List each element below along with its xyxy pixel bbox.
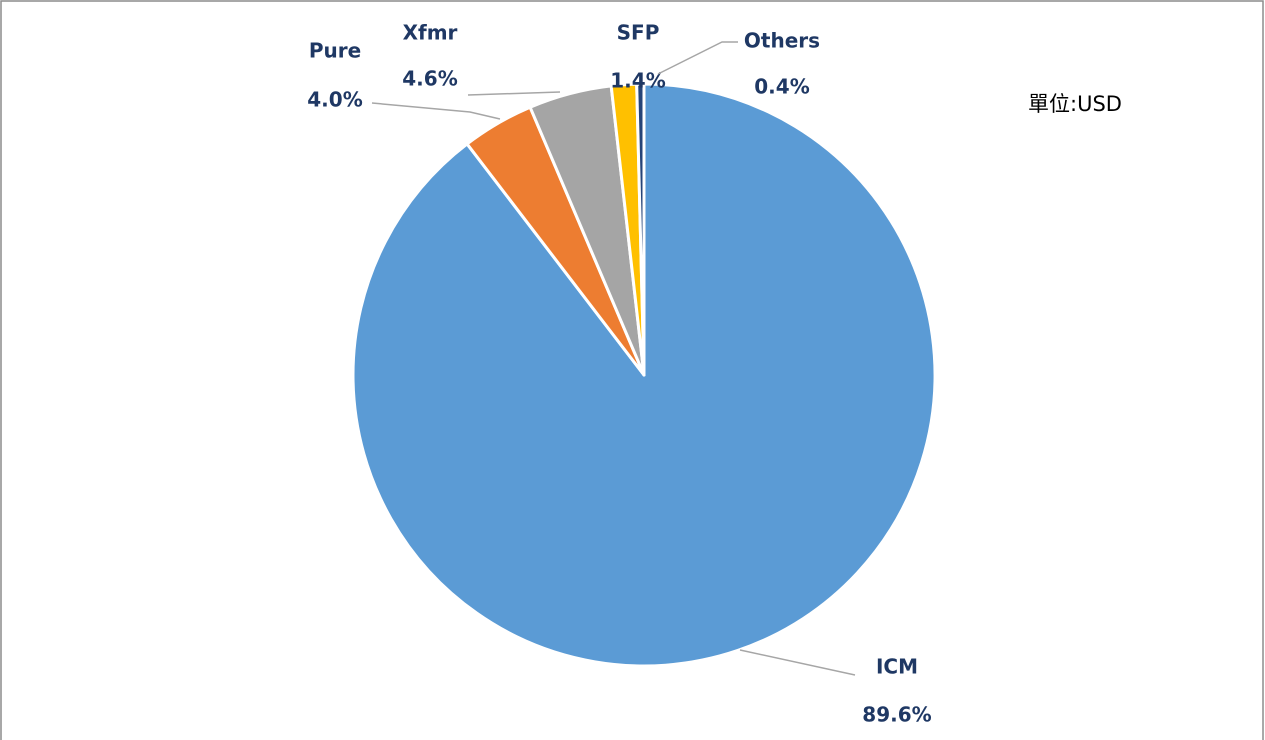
slice-value-label: 4.0%: [307, 88, 362, 112]
leader-line: [739, 649, 856, 676]
slice-value-label: 89.6%: [862, 703, 931, 727]
leader-line: [467, 91, 561, 96]
leader-line: [657, 41, 738, 75]
slice-value-label: 1.4%: [610, 69, 665, 93]
slice-value-label: 0.4%: [754, 75, 809, 99]
pie-slice: [635, 82, 646, 377]
leader-line: [371, 102, 501, 120]
slice-name: ICM: [876, 655, 918, 679]
slice-name: Others: [744, 29, 820, 53]
slice-name: Xfmr: [403, 21, 458, 45]
slice-name: Pure: [309, 39, 361, 63]
unit-annotation: 單位:USD: [1028, 92, 1122, 116]
slice-value-label: 4.6%: [402, 67, 457, 91]
slice-name: SFP: [617, 21, 660, 45]
